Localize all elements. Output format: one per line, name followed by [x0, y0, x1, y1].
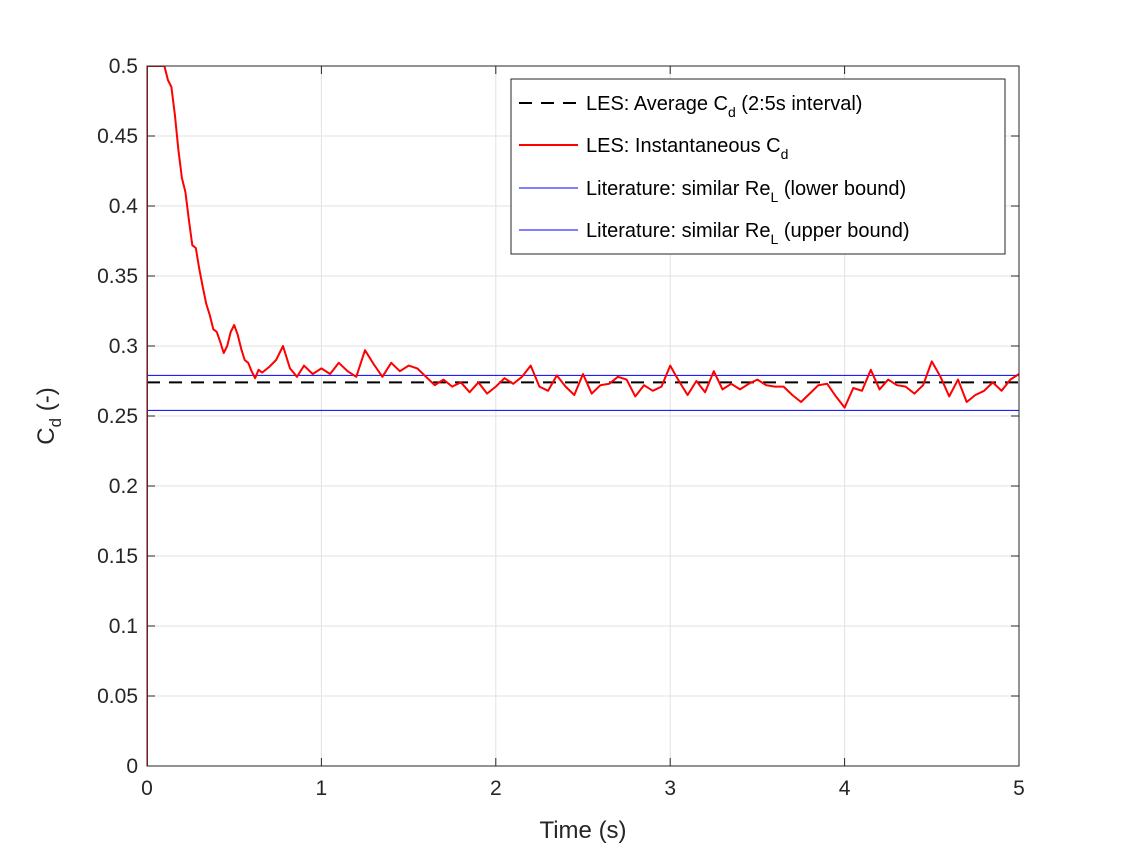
- x-tick-label: 1: [316, 777, 328, 800]
- series-layer: [147, 66, 1019, 766]
- y-tick-label: 0.5: [109, 55, 138, 78]
- y-tick-label: 0.25: [97, 405, 138, 428]
- y-tick-label: 0.1: [109, 615, 138, 638]
- y-tick-label: 0.45: [97, 125, 138, 148]
- x-tick-label: 5: [1013, 777, 1025, 800]
- x-tick-label: 3: [664, 777, 676, 800]
- legend-label-instantaneous: LES: Instantaneous Cd: [586, 135, 788, 162]
- legend-label-lower: Literature: similar ReL (lower bound): [586, 178, 906, 205]
- legend-label-upper: Literature: similar ReL (upper bound): [586, 220, 910, 247]
- legend-label-average: LES: Average Cd (2:5s interval): [586, 93, 862, 120]
- x-tick-label: 2: [490, 777, 502, 800]
- series-line-instantaneous: [147, 66, 1019, 766]
- plot-area: [147, 66, 1019, 766]
- x-tick-label: 4: [839, 777, 851, 800]
- legend-box: [510, 78, 1006, 255]
- y-tick-label: 0.2: [109, 475, 138, 498]
- x-tick-label: 0: [141, 777, 153, 800]
- legend[interactable]: LES: Average Cd (2:5s interval) LES: Inst…: [510, 78, 1006, 255]
- y-tick-label: 0.15: [97, 545, 138, 568]
- y-tick-label: 0: [126, 755, 138, 778]
- y-tick-label: 0.35: [97, 265, 138, 288]
- x-axis-label: Time (s): [539, 817, 626, 844]
- y-tick-label: 0.4: [109, 195, 139, 218]
- y-tick-label: 0.3: [109, 335, 138, 358]
- y-axis-label: Cd (-): [33, 387, 65, 444]
- y-tick-label: 0.05: [97, 685, 138, 708]
- tick-labels: 0 1 2 3 4 5 0 0.05 0.1 0.15 0.2 0.25 0.3 0.35 0.4 0.45 0…: [97, 55, 1025, 800]
- ticks: [146, 65, 1020, 767]
